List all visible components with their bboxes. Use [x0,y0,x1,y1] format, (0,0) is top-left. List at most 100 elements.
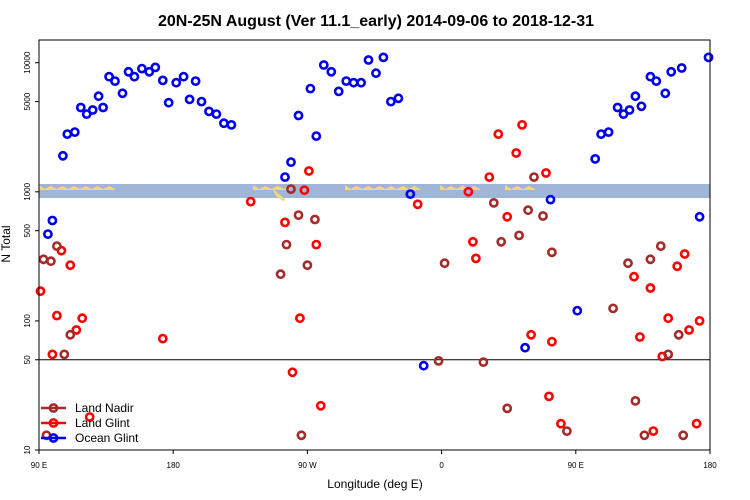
legend-label: Ocean Glint [75,431,139,445]
data-point [590,153,601,164]
data-point [144,66,155,77]
data-point [385,96,396,107]
data-point [470,253,481,264]
data-point [678,430,689,441]
y-tick-label: 10000 [23,51,32,74]
series-land-glint [35,120,705,436]
data-point [286,157,296,167]
data-point [293,210,304,220]
data-point [117,88,128,99]
data-point [286,184,296,194]
data-point [520,342,530,353]
data-point [309,214,320,225]
data-point [293,110,304,121]
data-point [623,258,633,269]
data-point [341,76,352,86]
data-point [245,196,256,207]
data-point [43,229,53,239]
data-point [541,168,551,178]
data-point [305,83,316,94]
data-point [694,211,705,222]
data-point [511,148,522,158]
data-point [196,96,207,107]
map-ocean [39,184,710,198]
data-point [110,76,120,86]
data-point [636,101,647,112]
map-land [440,185,462,190]
data-point [218,118,229,129]
data-point [691,418,702,429]
data-point [84,412,95,422]
data-point [184,94,195,105]
data-point [77,313,88,324]
data-point [660,88,671,99]
data-point [280,217,290,228]
data-point [463,186,474,197]
data-point [93,91,104,102]
x-axis-label: Longitude (deg E) [327,477,422,491]
data-point [412,199,423,210]
data-point [281,239,292,250]
data-point [676,63,687,73]
x-tick-label: 180 [703,461,717,470]
data-point [547,336,557,347]
data-point [69,127,80,137]
legend-marker [48,433,59,443]
data-points [35,52,714,441]
data-point [211,109,222,119]
data-point [302,260,313,271]
data-point [294,313,305,324]
data-point [663,313,674,324]
data-point [371,68,381,79]
data-point [572,305,583,316]
data-point [517,120,527,130]
data-point [356,77,366,88]
data-point [651,76,662,86]
data-point [663,349,674,360]
data-point [157,333,168,344]
data-point [226,120,237,130]
series-ocean-glint [43,52,714,371]
data-point [673,329,684,340]
x-tick-label: 180 [167,461,181,470]
data-point [35,286,46,297]
chart-title: 20N-25N August (Ver 11.1_early) 2014-09-… [158,13,594,30]
map-land [272,188,286,201]
data-point [150,62,161,73]
data-point [287,367,298,378]
map-land [345,185,420,190]
data-point [603,127,614,137]
data-point [326,66,337,77]
data-point [318,60,329,70]
data-point [47,349,58,360]
data-point [529,172,539,182]
data-point [639,430,650,441]
world-map-band [39,184,710,201]
data-point [333,86,344,97]
data-point [62,129,73,139]
map-land [253,185,290,190]
data-point [608,303,618,314]
x-axis: 90 E 180 90 W 0 90 E 180 [31,450,717,470]
data-point [484,172,495,182]
data-point [635,332,645,342]
data-point [296,430,307,441]
data-point [630,395,641,406]
y-tick-label: 1000 [23,182,32,200]
data-point [280,172,290,182]
map-land [505,185,535,190]
y-axis: 10 50 100 500 1000 5000 10000 [23,51,39,454]
data-point [163,97,174,108]
data-point [129,71,140,82]
data-point [655,241,666,251]
y-tick-label: 100 [23,314,32,328]
data-point [523,205,533,216]
data-point [59,349,70,360]
data-point [645,254,656,265]
data-point [123,66,134,77]
legend-marker [48,418,59,428]
data-point [378,52,389,63]
data-point [545,194,556,205]
data-point [538,211,548,221]
data-point [190,76,201,86]
